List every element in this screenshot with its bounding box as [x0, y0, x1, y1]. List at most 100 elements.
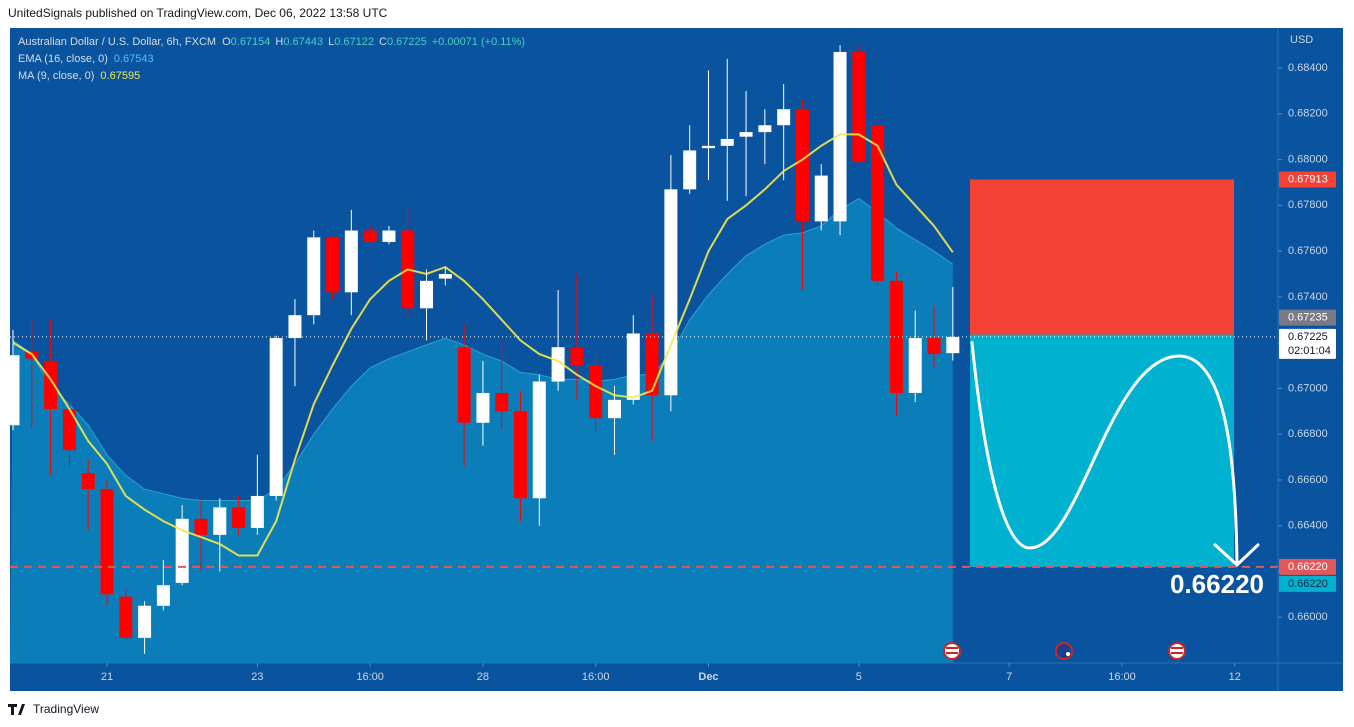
candle-body: [44, 360, 58, 409]
candle-body: [119, 596, 133, 638]
x-tick-label: 5: [856, 671, 862, 683]
candle-body: [701, 145, 715, 149]
candle-body: [476, 392, 490, 423]
x-tick-label: Dec: [698, 671, 718, 683]
target-zone: [970, 334, 1234, 567]
candle-body: [777, 109, 791, 126]
candle-body: [795, 109, 809, 222]
legend-row: MA (9, close, 0) 0.67595: [18, 70, 140, 82]
entry-price-label: 0.67235: [1288, 312, 1328, 324]
candle-body: [720, 138, 734, 146]
currency-label: USD: [1290, 34, 1313, 46]
candle-body: [307, 237, 321, 316]
x-tick-label: 21: [101, 671, 113, 683]
candle-body: [739, 132, 753, 137]
projection-curve: [970, 341, 1239, 567]
entry-price-label-box: [1279, 309, 1336, 326]
legend-item: O: [222, 36, 231, 48]
legend-item: +0.00071 (+0.11%): [432, 36, 525, 48]
ma-line: [12, 133, 954, 557]
legend-item: EMA (16, close, 0): [18, 53, 108, 65]
candle-body: [758, 125, 772, 133]
legend-item: 0.67595: [100, 70, 140, 82]
x-tick-label: 12: [1229, 671, 1241, 683]
legend-item: L: [328, 36, 334, 48]
candle-body: [927, 338, 941, 355]
current-price-label: 0.67225: [1288, 331, 1328, 343]
y-tick-label: 0.68400: [1288, 62, 1328, 74]
target-price-label-alt-box: [1279, 575, 1336, 592]
x-tick-label: 28: [477, 671, 489, 683]
ema-area: [10, 198, 953, 663]
legend-item: 0.67154: [231, 36, 271, 48]
published-header: UnitedSignals published on TradingView.c…: [8, 6, 388, 20]
target-price-label: 0.66220: [1288, 561, 1328, 573]
candle-body: [645, 333, 659, 396]
candle-body: [871, 125, 885, 281]
candle-body: [946, 336, 960, 354]
y-tick-label: 0.67800: [1288, 199, 1328, 211]
candle-body: [420, 280, 434, 309]
legend-item: 0.67122: [334, 36, 374, 48]
y-tick-label: 0.66800: [1288, 428, 1328, 440]
candle-body: [683, 150, 697, 190]
target-annotation: 0.66220: [1170, 569, 1264, 599]
candle-body: [570, 347, 584, 366]
current-price-box: [1279, 328, 1336, 359]
y-tick-label: 0.68200: [1288, 108, 1328, 120]
stop-zone: [970, 179, 1234, 335]
candle-body: [852, 52, 866, 162]
event-flags: [943, 642, 1186, 660]
target-price-label-box: [1279, 558, 1336, 575]
candle-body: [269, 338, 283, 496]
candle-body: [814, 175, 828, 222]
x-tick-label: 16:00: [1108, 671, 1136, 683]
legend-item: Australian Dollar / U.S. Dollar, 6h, FXC…: [18, 36, 216, 48]
candle-body: [889, 280, 903, 393]
y-tick-label: 0.67400: [1288, 291, 1328, 303]
y-tick-label: 0.66400: [1288, 520, 1328, 532]
legend-item: C: [379, 36, 387, 48]
legend-item: MA (9, close, 0): [18, 70, 94, 82]
x-tick-label: 23: [251, 671, 263, 683]
candle-body: [908, 338, 922, 393]
candle-body: [156, 585, 170, 606]
candle-body: [607, 399, 621, 419]
candle-body: [514, 411, 528, 499]
legend-row: EMA (16, close, 0) 0.67543: [18, 53, 154, 65]
legend-item: 0.67225: [387, 36, 427, 48]
candle-body: [532, 381, 546, 499]
legend-item: H: [275, 36, 283, 48]
x-tick-label: 16:00: [356, 671, 384, 683]
y-tick-label: 0.67600: [1288, 245, 1328, 257]
y-tick-label: 0.66000: [1288, 611, 1328, 623]
candle-body: [100, 489, 114, 595]
candle-body: [551, 347, 565, 382]
candle-body: [457, 347, 471, 423]
candle-body: [626, 333, 640, 400]
footer-brand: TradingView: [33, 702, 99, 716]
projection-arrow: [1213, 543, 1260, 567]
legend-item: 0.67443: [283, 36, 323, 48]
candle-body: [363, 230, 377, 242]
candle-body: [62, 409, 76, 451]
legend-item: 0.67543: [114, 53, 154, 65]
legend-row: Australian Dollar / U.S. Dollar, 6h, FXC…: [18, 36, 525, 48]
candle-body: [10, 355, 20, 426]
candle-body: [288, 315, 302, 339]
overlay: 0.66220: [10, 179, 1278, 599]
x-tick-label: 7: [1006, 671, 1012, 683]
candle-body: [232, 507, 246, 528]
y-tick-label: 0.66600: [1288, 474, 1328, 486]
y-tick-label: 0.68000: [1288, 153, 1328, 165]
candle-body: [344, 230, 358, 293]
y-tick-label: 0.67000: [1288, 382, 1328, 394]
target-price-label-alt: 0.66220: [1288, 578, 1328, 590]
candle-body: [664, 189, 678, 396]
candle-body: [326, 237, 340, 293]
stop-price-label: 0.67913: [1288, 173, 1328, 185]
footer-logo: TradingView: [8, 702, 99, 716]
countdown-label: 02:01:04: [1288, 345, 1331, 357]
